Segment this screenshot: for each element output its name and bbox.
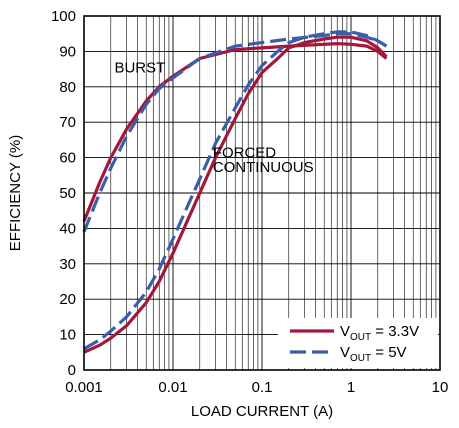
y-tick-label: 0: [68, 362, 76, 379]
annotation-2: CONTINUOUS: [213, 159, 314, 176]
tick-labels: 0 10 20 30 40 50 60 70 80 90 100 0.001 0.01 0.1 1 10: [51, 8, 448, 396]
x-tick-label: 0.1: [252, 379, 273, 396]
x-axis-label: LOAD CURRENT (A): [191, 403, 333, 420]
legend-label-1: VOUT = 5V: [340, 344, 407, 364]
y-tick-label: 80: [59, 79, 76, 96]
legend-label-0: VOUT = 3.3V: [340, 323, 419, 343]
annotation-1: FORCED: [213, 145, 277, 162]
y-tick-label: 50: [59, 185, 76, 202]
series-curves: [82, 30, 388, 354]
y-tick-label: 70: [59, 114, 76, 131]
y-tick-label: 20: [59, 291, 76, 308]
series-0-curve-0: [82, 42, 388, 222]
legend-box: [278, 318, 438, 368]
annotation-0: BURST: [114, 60, 165, 77]
y-tick-label: 40: [59, 220, 76, 237]
x-tick-label: 0.001: [65, 379, 103, 396]
x-tick-label: 10: [432, 379, 449, 396]
series-0-curve-1: [83, 35, 388, 354]
series-1-curve-0: [82, 32, 388, 233]
x-tick-label: 0.01: [158, 379, 187, 396]
y-axis-label: EFFICIENCY (%): [7, 135, 24, 251]
series-1-curve-1: [83, 30, 388, 351]
y-tick-label: 60: [59, 150, 76, 167]
plot-frame: [83, 15, 441, 371]
y-tick-label: 10: [59, 327, 76, 344]
y-tick-label: 100: [51, 8, 76, 25]
y-tick-label: 90: [59, 43, 76, 60]
y-tick-label: 30: [59, 256, 76, 273]
x-tick-label: 1: [347, 379, 355, 396]
